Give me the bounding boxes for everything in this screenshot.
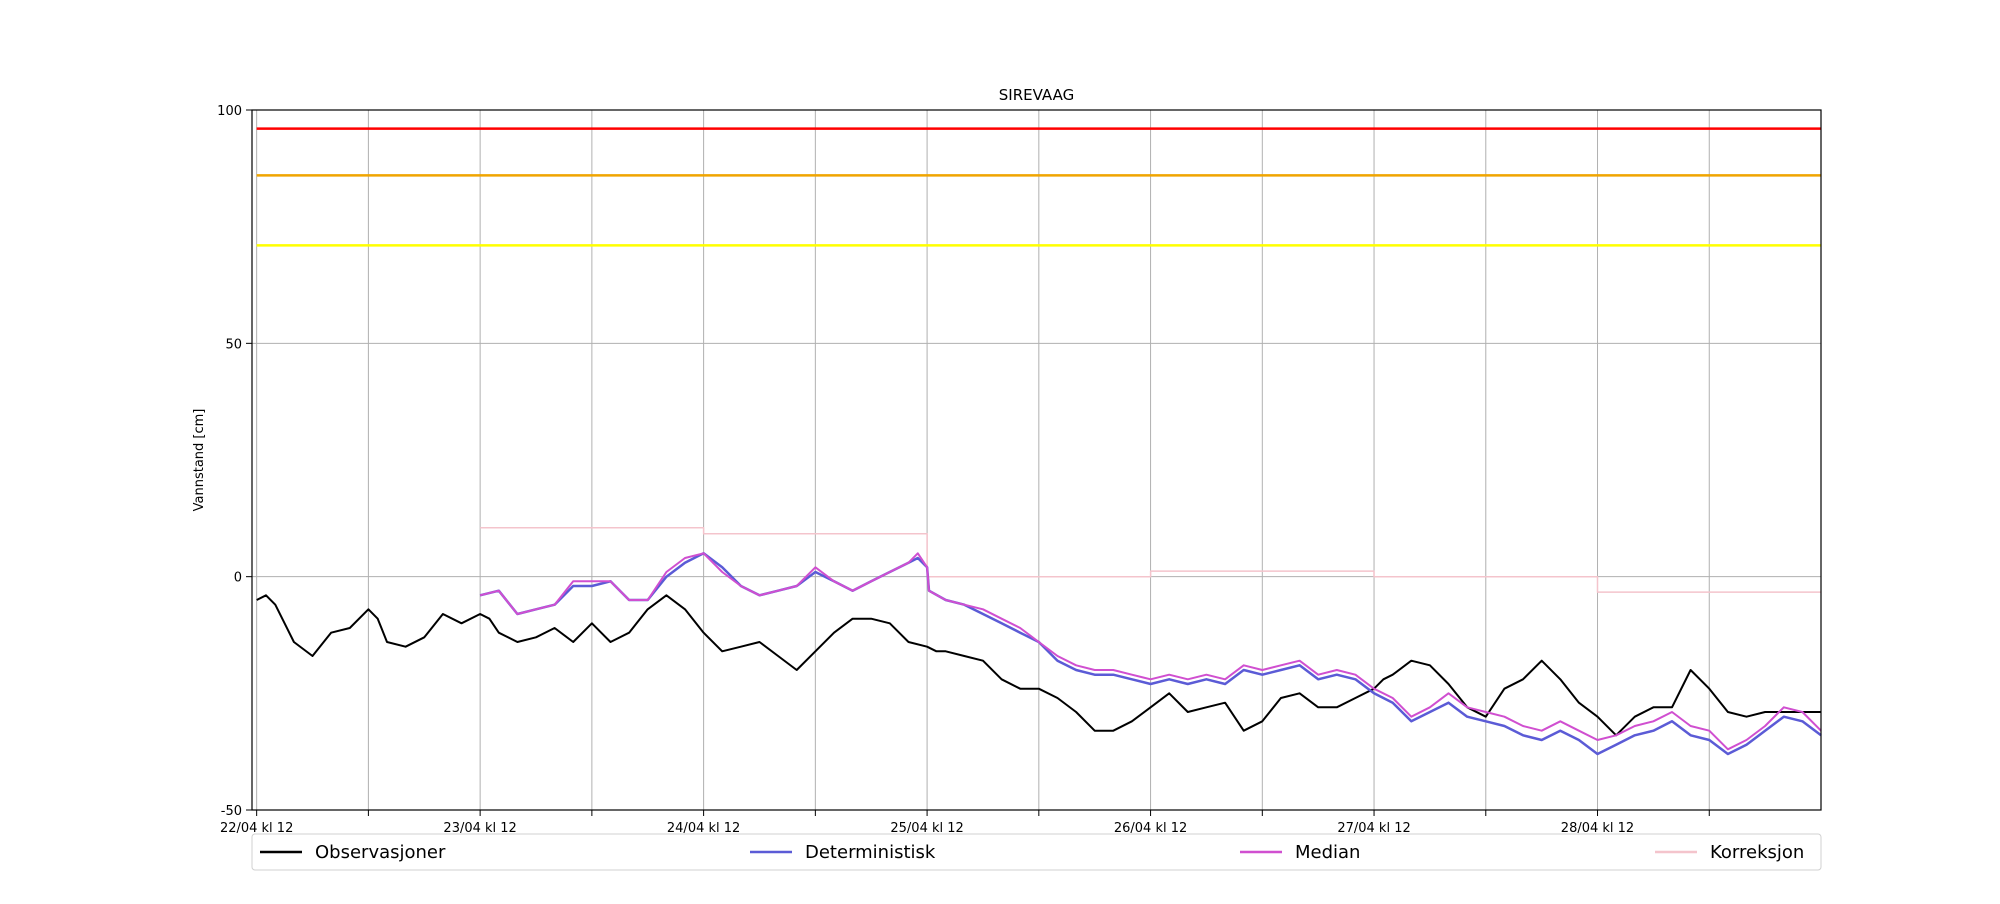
legend-label: Korreksjon (1710, 842, 1804, 863)
series-line-deterministisk (479, 552, 1822, 756)
legend-label: Median (1295, 842, 1360, 863)
y-tick-label: 50 (225, 337, 242, 352)
y-tick-label: 100 (217, 104, 242, 119)
legend-label: Deterministisk (805, 842, 936, 863)
x-tick-label: 22/04 kl 12 (220, 821, 293, 836)
legend-label: Observasjoner (315, 842, 446, 863)
x-tick-label: 27/04 kl 12 (1337, 821, 1410, 836)
series-line-korreksjon (480, 526, 1821, 593)
x-tick-label: 26/04 kl 12 (1114, 821, 1187, 836)
series-layer (256, 526, 1822, 756)
series-line-median (479, 552, 1822, 751)
series-line-observasjoner (256, 594, 1821, 737)
legend: Observasjoner Deterministisk Median Korreks… (251, 833, 1822, 871)
y-tick-label: 0 (234, 571, 242, 586)
x-tick-label: 25/04 kl 12 (890, 821, 963, 836)
x-tick-label: 24/04 kl 12 (667, 821, 740, 836)
x-tick-label: 28/04 kl 12 (1561, 821, 1634, 836)
plot-frame (251, 109, 1822, 811)
legend-box (251, 833, 1822, 871)
threshold-layer (256, 127, 1821, 247)
chart-title: SIREVAAG (999, 86, 1074, 104)
y-tick-label: -50 (221, 804, 242, 819)
y-axis-label: Vannstand [cm] (192, 409, 207, 512)
axis-layer: -50 0 50 100 22/04 kl 12 23/04 kl 12 24/04 kl … (217, 104, 1710, 836)
x-tick-label: 23/04 kl 12 (443, 821, 516, 836)
